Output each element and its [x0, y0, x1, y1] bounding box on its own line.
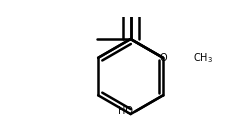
Text: CH$_3$: CH$_3$ — [193, 51, 213, 65]
Text: O: O — [159, 53, 167, 63]
Text: HO: HO — [118, 106, 133, 116]
